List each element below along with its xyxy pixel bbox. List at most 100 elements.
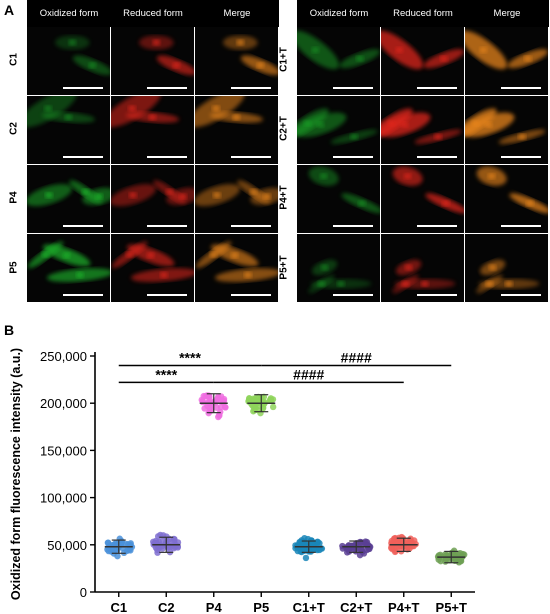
data-point xyxy=(105,547,112,555)
scale-bar xyxy=(63,225,103,227)
scale-bar xyxy=(231,156,271,158)
scale-bar xyxy=(501,225,541,227)
x-tick-label: P5+T xyxy=(436,600,467,614)
scale-bar xyxy=(63,156,103,158)
cell-nucleus xyxy=(230,252,239,259)
scale-bar xyxy=(417,87,457,89)
data-point xyxy=(455,559,463,566)
scale-bar xyxy=(333,87,373,89)
x-tick-label: P4+T xyxy=(388,600,419,614)
row-label-c2-t: C2+T xyxy=(278,116,290,141)
micrograph-p5-merge xyxy=(195,234,278,302)
scatter-chart: 0 50,000 100,000 150,000 200,000 250,000 Oxidi… xyxy=(9,348,475,614)
data-point xyxy=(298,546,306,553)
micrograph-p4-t-merge xyxy=(465,165,548,233)
data-point xyxy=(267,396,274,403)
y-tick-label: 0 xyxy=(80,585,87,600)
data-point xyxy=(198,396,205,404)
cell-nucleus xyxy=(165,188,174,195)
y-tick-label: 50,000 xyxy=(47,538,87,553)
x-tick-label: C2 xyxy=(158,600,175,614)
cell-nucleus xyxy=(320,264,329,271)
cell-nucleus xyxy=(44,105,53,112)
right-header-strip xyxy=(297,0,549,27)
cell-nucleus xyxy=(125,251,134,258)
cell-nucleus xyxy=(336,280,345,287)
scale-bar xyxy=(147,294,187,296)
row-label-c1-t: C1+T xyxy=(278,47,290,72)
scale-bar xyxy=(501,87,541,89)
data-point xyxy=(301,540,309,547)
cell-nucleus xyxy=(488,264,497,271)
data-point xyxy=(220,395,228,403)
data-point xyxy=(388,537,396,545)
cell-nucleus xyxy=(420,280,429,287)
significance-label: **** xyxy=(155,366,177,382)
cell-body xyxy=(297,30,340,70)
micrograph-p4-oxidized xyxy=(27,165,110,233)
scale-bar xyxy=(231,225,271,227)
panel-a-label: A xyxy=(4,2,15,18)
cell-nucleus xyxy=(152,39,161,46)
cell-nucleus xyxy=(319,173,328,180)
cell-nucleus xyxy=(146,252,155,259)
micrograph-c1-reduced xyxy=(111,27,194,95)
cell-nucleus xyxy=(355,55,364,62)
cell-nucleus xyxy=(395,46,404,53)
cell-nucleus xyxy=(148,114,157,121)
scale-bar xyxy=(231,294,271,296)
right-header-oxidized: Oxidized form xyxy=(309,8,369,19)
cell-nucleus xyxy=(243,272,252,279)
cell-nucleus xyxy=(44,192,53,199)
cell-nucleus xyxy=(471,120,480,127)
cell-nucleus xyxy=(303,120,312,127)
cell-nucleus xyxy=(212,192,221,199)
data-point xyxy=(448,549,456,556)
significance-label: #### xyxy=(341,349,372,365)
cell-nucleus xyxy=(525,200,534,207)
left-header-oxidized: Oxidized form xyxy=(39,8,99,19)
micrograph-p4-merge xyxy=(195,165,278,233)
data-point xyxy=(222,404,229,411)
cell-nucleus xyxy=(172,62,181,69)
micrograph-c2-t-reduced xyxy=(381,96,464,164)
cell-nucleus xyxy=(523,55,532,62)
cell-nucleus xyxy=(128,192,137,199)
data-point xyxy=(208,407,215,414)
scale-bar xyxy=(333,225,373,227)
scale-bar xyxy=(501,156,541,158)
y-tick-label: 100,000 xyxy=(40,491,87,506)
cell-nucleus xyxy=(128,105,137,112)
scale-bar xyxy=(147,156,187,158)
data-point xyxy=(437,557,444,565)
micrograph-c2-t-oxidized xyxy=(297,96,380,164)
cell-nucleus xyxy=(518,133,527,140)
data-point xyxy=(302,554,310,562)
cell-nucleus xyxy=(479,46,488,53)
data-point xyxy=(123,547,131,555)
right-header-reduced: Reduced form xyxy=(393,8,453,19)
micrograph-c2-oxidized xyxy=(27,96,110,164)
micrograph-c1-oxidized xyxy=(27,27,110,95)
significance-label: **** xyxy=(179,349,201,365)
row-label-p5-t: P5+T xyxy=(278,255,290,280)
cell-nucleus xyxy=(487,173,496,180)
cell-nucleus xyxy=(249,188,258,195)
x-tick-label: C1 xyxy=(110,600,127,614)
scale-bar xyxy=(231,87,271,89)
row-label-c2: C2 xyxy=(8,122,20,135)
significance-label: #### xyxy=(293,366,324,382)
cell-nucleus xyxy=(212,105,221,112)
data-point xyxy=(269,403,277,411)
x-tick-label: C1+T xyxy=(293,600,325,614)
micrograph-p4-t-reduced xyxy=(381,165,464,233)
micrograph-c1-t-oxidized xyxy=(297,27,380,95)
cell-nucleus xyxy=(236,39,245,46)
cell-nucleus xyxy=(75,272,84,279)
data-point xyxy=(204,402,211,410)
scale-bar xyxy=(417,225,457,227)
y-axis-label: Oxidized form fluorescence intensity (a.… xyxy=(9,348,23,600)
cell-body xyxy=(381,30,424,70)
cell-nucleus xyxy=(439,55,448,62)
cell-nucleus xyxy=(357,200,366,207)
